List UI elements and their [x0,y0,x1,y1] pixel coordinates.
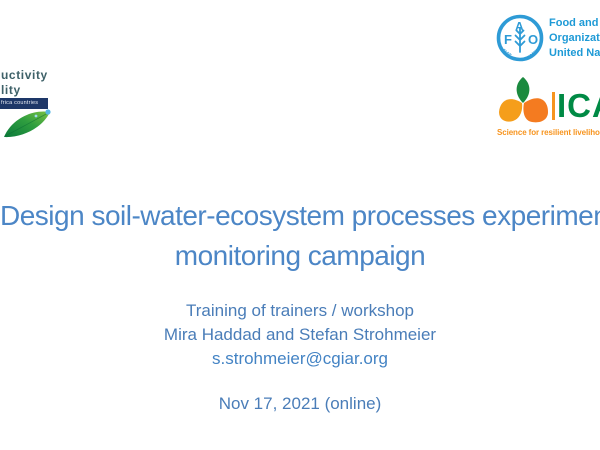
slide-subtitle: Training of trainers / workshop Mira Had… [0,299,600,371]
project-logo-text-fragment: lity [1,83,21,97]
slide-title-line2: monitoring campaign [174,240,426,271]
date-line: Nov 17, 2021 (online) [218,394,382,413]
fao-letter-a: A [515,20,524,34]
fao-name-line: Food and Agriculture [549,17,600,29]
fao-motto-left: FIAT [501,48,512,58]
authors-line: Mira Haddad and Stefan Strohmeier [163,325,437,344]
project-logo-banner: frica countries [0,98,48,109]
fao-letter-f: F [504,32,512,47]
icarda-wordmark: ICARDA [557,87,600,124]
slide-title-line1: Design soil-water-ecosystem processes ex… [0,200,600,231]
icarda-tagline: Science for resilient livelihoods in dry… [497,128,600,137]
fao-name-line: Organization of the [549,32,600,44]
slide-title: Design soil-water-ecosystem processes ex… [0,196,600,276]
workshop-line: Training of trainers / workshop [185,301,415,320]
wheat-ear-icon [514,27,526,53]
icarda-divider [552,92,555,120]
leaf-icon [4,109,51,138]
fao-letter-o: O [528,32,538,47]
fao-name-line: United Nations [549,47,600,59]
email-link[interactable]: s.strohmeier@cgiar.org [212,349,388,368]
icarda-plant-icon [499,77,548,123]
fao-emblem-icon: F A O FIAT PANIS [496,14,544,62]
project-logo-text-fragment: uctivity [1,68,48,82]
fao-wordmark: Food and Agriculture Organization of the… [549,16,600,61]
